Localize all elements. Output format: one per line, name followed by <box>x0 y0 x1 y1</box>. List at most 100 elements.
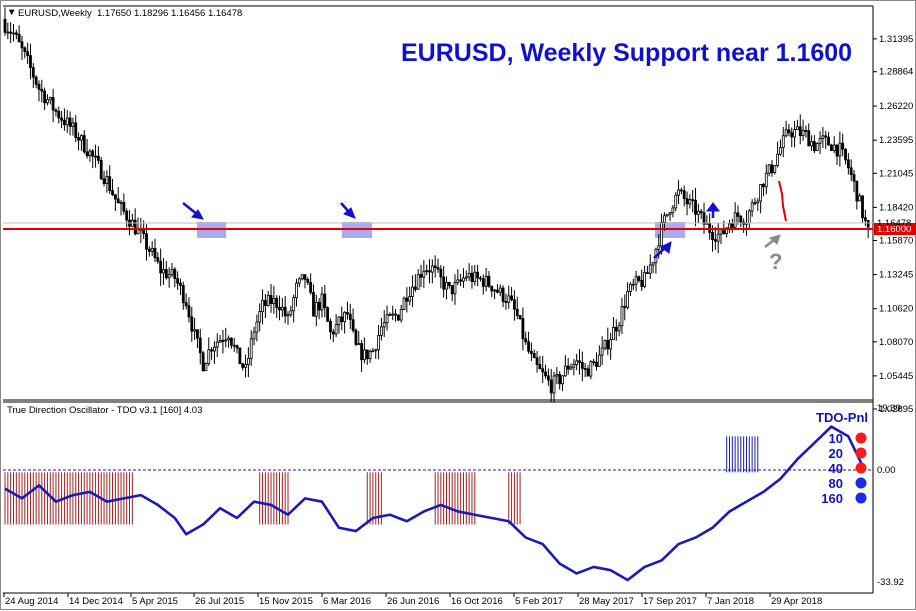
candle <box>609 332 613 360</box>
candle <box>363 337 366 364</box>
candle <box>224 327 228 348</box>
candle <box>428 259 431 284</box>
candle <box>312 284 315 317</box>
candle <box>844 148 847 165</box>
candle <box>196 329 199 349</box>
tdo-pnl-period: 160 <box>821 491 843 506</box>
candle <box>210 347 213 360</box>
candle <box>665 213 669 218</box>
candle <box>663 212 666 232</box>
tdo-line <box>4 425 864 582</box>
candle <box>244 354 247 378</box>
candle <box>742 218 746 233</box>
candle <box>102 170 106 187</box>
time-tick-label: 16 Oct 2016 <box>451 596 503 607</box>
candle <box>648 254 652 279</box>
price-tick-label: 1.10620 <box>879 304 913 315</box>
tdo-pnl-period: 10 <box>829 431 843 446</box>
candle <box>501 285 505 308</box>
candle <box>668 211 672 221</box>
arrow-icon <box>653 241 672 259</box>
candle <box>747 208 751 229</box>
candle <box>198 328 202 365</box>
candle <box>263 294 267 318</box>
candle <box>43 87 47 111</box>
candle <box>504 293 508 310</box>
candle <box>546 368 550 386</box>
osc-zero-label: 0.00 <box>877 465 896 476</box>
time-tick-label: 17 Sep 2017 <box>643 596 697 607</box>
candle <box>510 286 513 302</box>
candle <box>490 285 494 298</box>
candle <box>156 252 160 264</box>
candle <box>80 134 83 151</box>
candle <box>476 264 480 287</box>
candle <box>643 265 646 289</box>
candle <box>728 219 731 234</box>
candle <box>297 277 301 288</box>
candle <box>113 194 117 211</box>
candle <box>637 275 641 283</box>
candle <box>646 266 649 275</box>
candle <box>108 165 112 194</box>
candle <box>159 248 163 286</box>
candle <box>176 271 180 290</box>
candle <box>793 120 796 148</box>
candle <box>153 238 157 263</box>
collapse-icon[interactable]: ▼ <box>7 7 16 18</box>
candle <box>773 165 777 175</box>
candle <box>235 344 239 354</box>
candle <box>57 106 61 124</box>
candle <box>377 324 380 360</box>
candle <box>51 88 55 123</box>
candle <box>320 286 324 318</box>
candle <box>467 263 471 281</box>
candle <box>759 184 763 214</box>
candle <box>85 138 89 159</box>
candle <box>17 25 21 43</box>
candle <box>303 274 307 289</box>
candle <box>346 301 349 320</box>
candle <box>606 327 610 356</box>
candle <box>459 273 463 287</box>
candle <box>473 264 477 286</box>
candle <box>68 111 72 136</box>
candle <box>481 274 485 295</box>
candle <box>306 277 310 286</box>
candle <box>730 218 734 233</box>
projection-line <box>778 180 787 222</box>
candle <box>94 144 97 168</box>
candle <box>524 331 528 345</box>
time-tick-label: 5 Feb 2017 <box>515 596 563 607</box>
osc-max-label: 19.39 <box>877 403 901 414</box>
candle <box>626 282 630 310</box>
candle <box>781 126 785 158</box>
arrow-icon <box>182 202 204 220</box>
candle <box>691 189 695 213</box>
candle <box>40 79 44 103</box>
status-dot-icon <box>855 492 867 504</box>
candle <box>167 267 171 288</box>
candle <box>391 305 395 321</box>
candle <box>275 295 279 318</box>
candle <box>422 260 426 288</box>
candle <box>65 109 69 134</box>
candle <box>600 336 604 366</box>
candle <box>719 228 723 244</box>
candle <box>379 317 383 341</box>
candle <box>484 267 488 292</box>
candle <box>815 142 819 152</box>
candle <box>779 139 782 156</box>
candle <box>838 131 842 167</box>
candle <box>207 337 211 367</box>
candle <box>139 217 143 244</box>
tdo-pnl-period: 80 <box>829 476 843 491</box>
candle <box>272 285 276 314</box>
time-tick-label: 5 Apr 2015 <box>132 596 178 607</box>
candle <box>14 29 18 40</box>
candle <box>348 303 352 330</box>
candle <box>640 269 644 291</box>
price-tick-label: 1.21045 <box>879 168 913 179</box>
candle <box>323 284 327 318</box>
